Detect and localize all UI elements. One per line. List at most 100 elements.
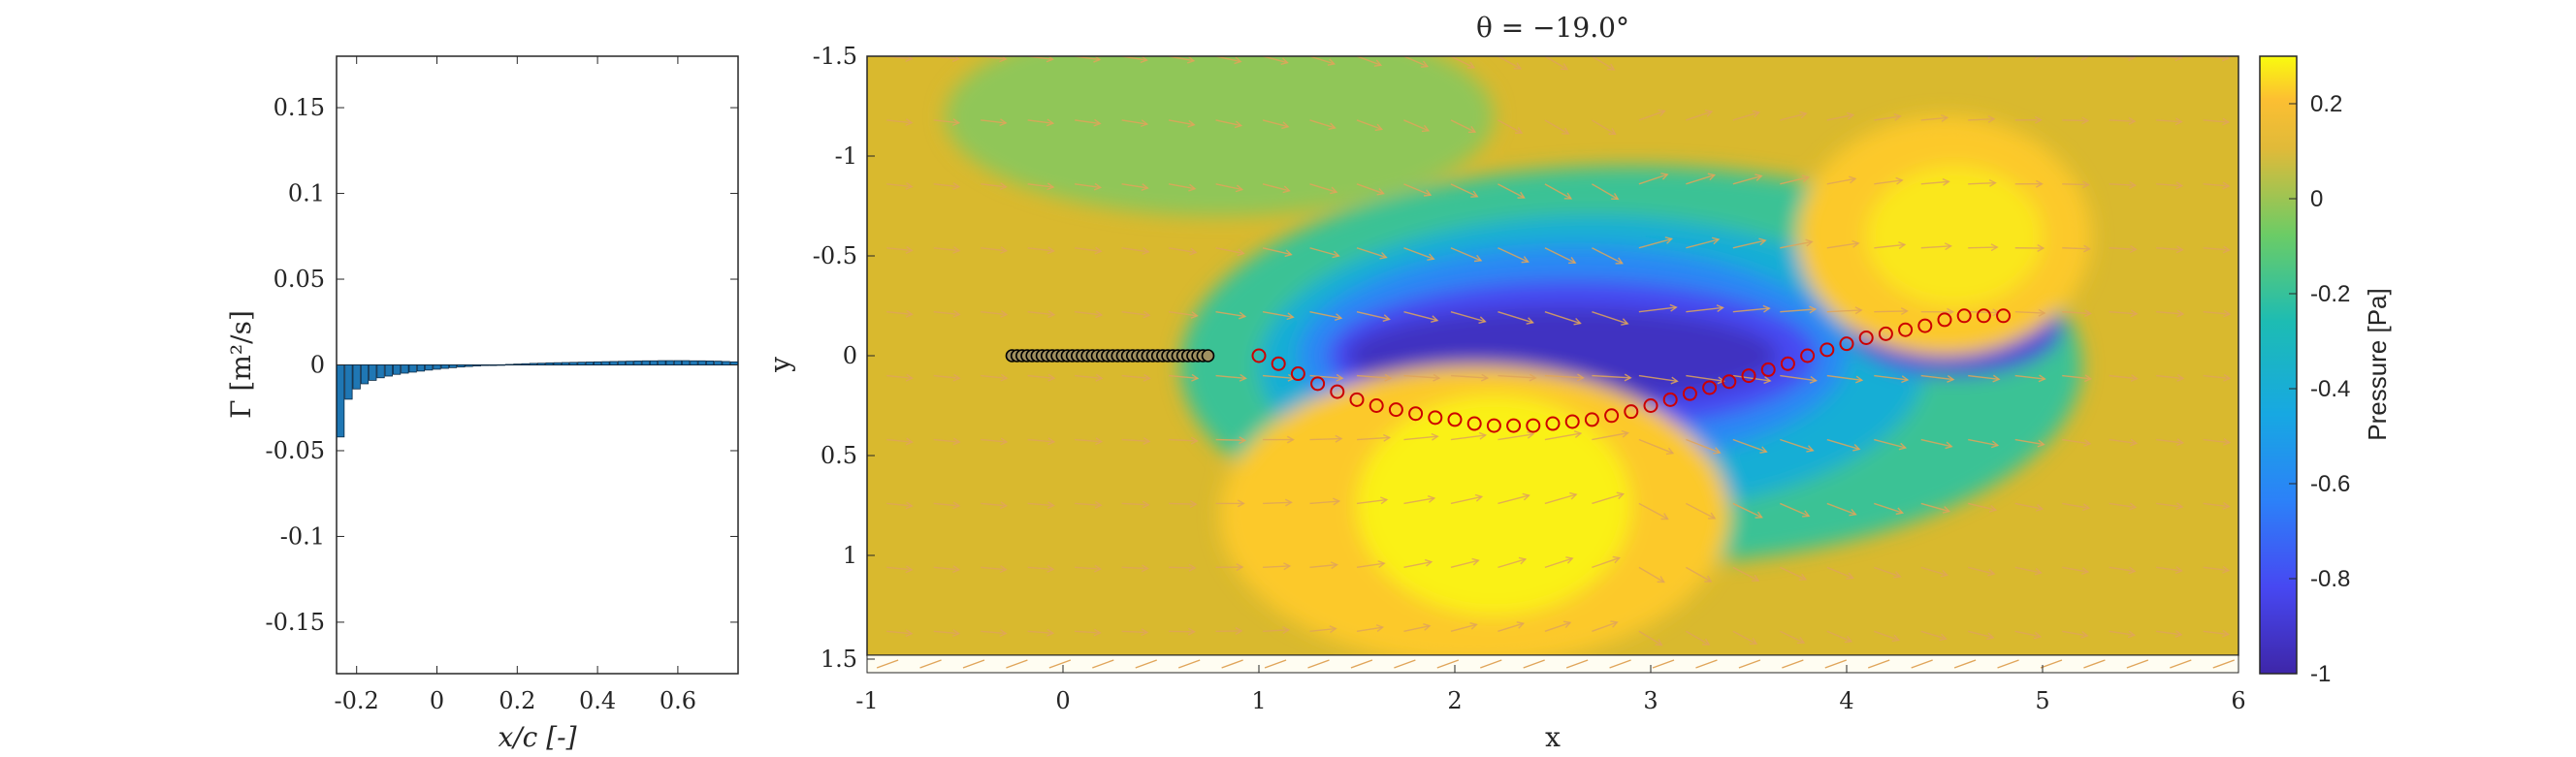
velocity-arrow: [1403, 119, 1430, 132]
velocity-arrow-head: [1282, 626, 1291, 635]
velocity-arrow-head: [1141, 628, 1149, 637]
velocity-arrow-head: [1562, 127, 1570, 135]
velocity-arrow: [1638, 502, 1668, 520]
velocity-arrow: [933, 310, 960, 316]
bar: [609, 361, 618, 365]
wake-marker: [1917, 318, 1933, 333]
velocity-arrow: [2062, 119, 2088, 122]
velocity-arrow: [1403, 497, 1434, 505]
velocity-arrow: [933, 374, 960, 379]
velocity-arrow: [1309, 183, 1337, 193]
velocity-arrow-head: [2129, 180, 2138, 189]
wake-marker: [1310, 376, 1326, 392]
velocity-arrow-head: [1191, 373, 1200, 382]
pressure-region: [945, 56, 1495, 216]
bar: [337, 364, 345, 438]
velocity-arrow-head: [1471, 557, 1480, 566]
y-tick-label: 0: [310, 352, 325, 379]
bar: [360, 364, 370, 385]
velocity-arrow-head: [1188, 563, 1197, 572]
velocity-arrow-head: [2129, 502, 2138, 511]
velocity-arrow: [1968, 181, 1996, 185]
velocity-arrow-head: [952, 246, 961, 254]
velocity-arrow-head: [2127, 630, 2137, 639]
velocity-arrow-head: [1466, 61, 1476, 69]
bar: [553, 362, 562, 365]
velocity-arrow: [1027, 183, 1054, 188]
x-tick-label: -0.2: [335, 687, 379, 714]
velocity-arrow: [1592, 247, 1623, 265]
colorbar-tick-label: -0.6: [2310, 471, 2350, 497]
velocity-arrow: [2062, 566, 2088, 573]
velocity-arrow-head: [1332, 250, 1340, 259]
velocity-arrow-head: [2080, 567, 2090, 575]
velocity-arrow: [1780, 438, 1814, 452]
velocity-arrow: [1168, 56, 1194, 62]
velocity-arrow-head: [1576, 373, 1585, 382]
velocity-arrow: [1450, 247, 1482, 262]
velocity-arrow: [1027, 310, 1054, 316]
velocity-arrow: [2062, 183, 2089, 186]
strip-arrow: [1480, 659, 1502, 669]
strip-arrow: [1523, 659, 1545, 669]
velocity-arrow-head: [1945, 441, 1953, 450]
velocity-arrow-head: [1844, 635, 1853, 644]
velocity-arrow-head: [1047, 373, 1056, 382]
bar: [577, 362, 586, 365]
bar: [425, 364, 434, 371]
velocity-arrow: [886, 247, 913, 252]
velocity-arrow-head: [1942, 506, 1951, 514]
velocity-arrow-head: [1420, 60, 1430, 68]
velocity-arrow: [981, 119, 1007, 124]
velocity-arrow-head: [1802, 510, 1811, 518]
velocity-arrow-head: [905, 629, 914, 638]
velocity-arrow: [1544, 183, 1572, 200]
y-tick-label: 0.15: [274, 94, 325, 121]
velocity-arrow-head: [1374, 123, 1384, 132]
velocity-arrow: [1356, 310, 1390, 321]
velocity-arrow-head: [1891, 634, 1901, 643]
wake-marker: [1545, 416, 1561, 431]
velocity-arrow: [1450, 56, 1475, 69]
velocity-arrow-head: [1752, 110, 1760, 118]
velocity-arrow: [1592, 311, 1628, 325]
velocity-arrow-head: [1941, 113, 1949, 122]
bar: [682, 360, 691, 365]
wake-marker: [1800, 348, 1816, 363]
velocity-arrow: [2156, 502, 2183, 508]
velocity-arrow: [1968, 630, 1994, 639]
velocity-arrow: [2156, 310, 2183, 315]
velocity-arrow-head: [1704, 110, 1714, 117]
velocity-arrow-head: [2175, 181, 2184, 190]
velocity-arrow: [1121, 630, 1147, 634]
velocity-arrow: [1780, 56, 1784, 57]
wake-marker: [1702, 380, 1718, 395]
velocity-arrow-head: [1988, 178, 1997, 187]
bar: [626, 361, 634, 365]
velocity-arrow-head: [1573, 430, 1583, 439]
velocity-arrow: [1780, 566, 1807, 581]
velocity-arrow: [1027, 374, 1055, 379]
velocity-arrow: [1262, 310, 1294, 318]
velocity-arrow: [1638, 566, 1665, 584]
velocity-arrow-head: [905, 373, 914, 382]
velocity-arrow-head: [1336, 373, 1344, 382]
velocity-arrow: [933, 438, 960, 443]
velocity-arrow: [1874, 566, 1901, 578]
velocity-arrow-head: [1141, 183, 1149, 192]
velocity-arrow: [1732, 111, 1759, 121]
wake-marker: [1996, 308, 2012, 324]
velocity-arrow-head: [905, 309, 914, 318]
velocity-arrow-head: [1286, 435, 1295, 444]
velocity-arrow-head: [1329, 625, 1337, 634]
velocity-arrow: [2109, 183, 2136, 186]
velocity-arrow-head: [1140, 56, 1148, 64]
velocity-arrow-head: [2128, 566, 2137, 575]
velocity-arrow-head: [2174, 630, 2183, 638]
strip-arrow: [1911, 659, 1933, 669]
velocity-arrow-head: [1431, 315, 1439, 323]
plate-marker: [1201, 349, 1215, 363]
velocity-arrow-head: [1234, 56, 1242, 65]
velocity-arrow-head: [1335, 434, 1343, 443]
velocity-arrow-head: [1846, 49, 1852, 56]
